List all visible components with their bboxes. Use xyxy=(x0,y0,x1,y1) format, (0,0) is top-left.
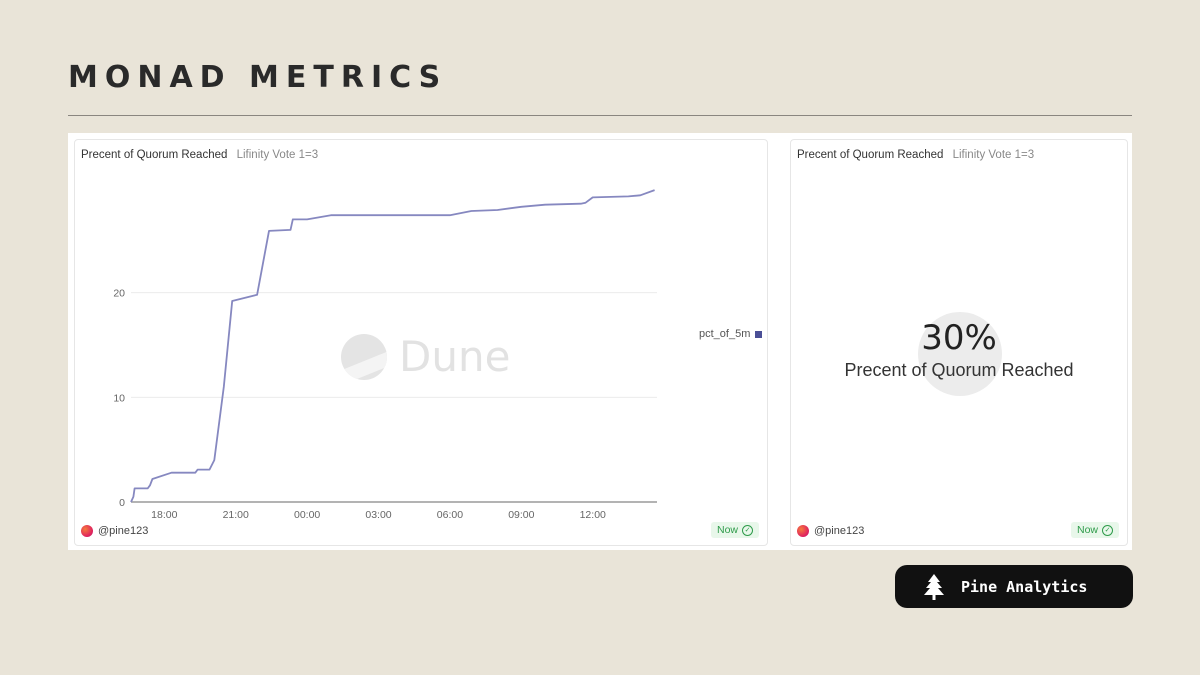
counter-card: Precent of Quorum Reached Lifinity Vote … xyxy=(790,139,1128,546)
user-handle[interactable]: @pine123 xyxy=(98,525,149,537)
status-label: Now xyxy=(1076,524,1098,536)
status-badge: Now ✓ xyxy=(710,522,759,538)
x-tick-label: 21:00 xyxy=(223,509,249,521)
legend-swatch xyxy=(755,330,763,338)
check-circle-icon: ✓ xyxy=(742,524,753,536)
series-line-pct-of-5m xyxy=(130,189,655,503)
dune-watermark: Dune xyxy=(341,332,510,381)
watermark-text: Dune xyxy=(399,332,511,381)
y-tick-label: 0 xyxy=(119,497,125,509)
counter-label: Precent of Quorum Reached xyxy=(844,360,1074,380)
avatar[interactable] xyxy=(81,525,93,537)
x-tick-label: 12:00 xyxy=(580,509,606,521)
counter-card-title[interactable]: Precent of Quorum Reached xyxy=(797,149,944,161)
counter-card-header: Precent of Quorum Reached Lifinity Vote … xyxy=(797,149,1034,161)
counter-background-circle xyxy=(918,312,1002,396)
x-tick-label: 09:00 xyxy=(508,509,534,521)
chart-card-header: Precent of Quorum Reached Lifinity Vote … xyxy=(81,149,318,161)
counter: 30% Precent of Quorum Reached xyxy=(791,310,1127,400)
counter-card-subtitle: Lifinity Vote 1=3 xyxy=(952,149,1035,161)
status-label: Now xyxy=(716,524,738,536)
dashboard-frame: Precent of Quorum Reached Lifinity Vote … xyxy=(68,133,1132,550)
check-circle-icon: ✓ xyxy=(1102,524,1113,536)
status-badge: Now ✓ xyxy=(1070,522,1119,538)
brand-badge: Pine Analytics xyxy=(895,565,1133,608)
legend-label: pct_of_5m xyxy=(699,328,751,340)
brand-label: Pine Analytics xyxy=(961,577,1088,596)
line-chart-card: Precent of Quorum Reached Lifinity Vote … xyxy=(74,139,768,546)
chart-card-title[interactable]: Precent of Quorum Reached xyxy=(81,149,228,161)
counter-value: 30% xyxy=(921,318,997,358)
quorum-line-chart: 0 10 20 18:00 21:00 00:00 03:00 06:00 09:00 12:00 xyxy=(113,189,657,521)
pine-tree-icon xyxy=(924,573,944,600)
counter-card-footer: @pine123 xyxy=(797,525,864,537)
x-tick-label: 06:00 xyxy=(437,509,463,521)
dune-logo-icon xyxy=(341,333,387,380)
title-divider xyxy=(68,115,1132,116)
y-tick-label: 20 xyxy=(113,288,125,300)
y-tick-label: 10 xyxy=(113,392,125,404)
page-title: MONAD METRICS xyxy=(68,60,448,95)
x-tick-label: 00:00 xyxy=(294,509,320,521)
avatar[interactable] xyxy=(797,525,809,537)
user-handle[interactable]: @pine123 xyxy=(814,525,865,537)
chart-legend: pct_of_5m xyxy=(699,328,763,340)
chart-card-subtitle: Lifinity Vote 1=3 xyxy=(236,149,319,161)
x-tick-label: 03:00 xyxy=(365,509,391,521)
x-tick-label: 18:00 xyxy=(151,509,177,521)
chart-card-footer: @pine123 xyxy=(81,525,148,537)
